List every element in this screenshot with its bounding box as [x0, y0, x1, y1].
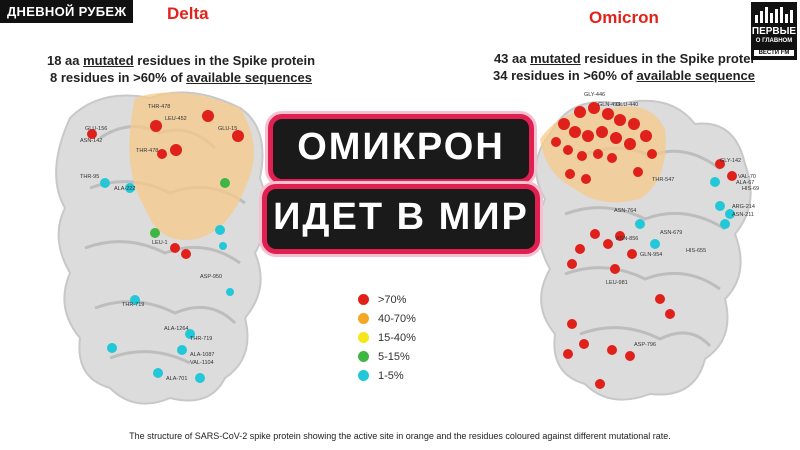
svg-text:THR-547: THR-547	[652, 177, 674, 183]
delta-stats-line1: 18 aa mutated residues in the Spike prot…	[46, 53, 316, 68]
svg-text:ALA-222: ALA-222	[114, 186, 135, 192]
delta-spike-protein-image: GLU-156 THR-478 LEU-452 GLU-15 ASN-142 T…	[55, 91, 268, 405]
svg-text:GLY-142: GLY-142	[720, 158, 741, 164]
svg-text:HIS-655: HIS-655	[686, 248, 706, 254]
legend-item: >70%	[358, 290, 416, 309]
headline-line-1: ОМИКРОН	[297, 126, 505, 168]
omicron-stats-line1: 43 aa mutated residues in the Spike prot…	[493, 51, 755, 66]
orange-dot-icon	[358, 313, 369, 324]
green-dot-icon	[358, 351, 369, 362]
red-dot-icon	[358, 294, 369, 305]
show-tag: ДНЕВНОЙ РУБЕЖ	[0, 0, 134, 23]
omicron-spike-protein-image: GLY-446 GLN-493 GLU-440 THR-547 GLY-142 …	[535, 92, 759, 401]
mutation-rate-legend: >70% 40-70% 15-40% 5-15% 1-5%	[358, 290, 416, 385]
omicron-mutation-markers	[551, 102, 737, 389]
channel-logo: ПЕРВЫЕ О ГЛАВНОМ ВЕСТИ FM	[751, 2, 797, 60]
yellow-dot-icon	[358, 332, 369, 343]
svg-text:VAL-70: VAL-70	[738, 174, 756, 180]
svg-text:THR-719: THR-719	[190, 336, 212, 342]
svg-text:ASP-950: ASP-950	[200, 274, 222, 280]
svg-text:LEU-452: LEU-452	[165, 116, 187, 122]
svg-text:THR-478: THR-478	[136, 148, 158, 154]
logo-text-3: ВЕСТИ FM	[754, 50, 794, 56]
delta-stats-line2: 8 residues in >60% of available sequence…	[50, 70, 312, 85]
svg-text:GLU-440: GLU-440	[616, 102, 638, 108]
headline-line-2: ИДЕТ В МИР	[273, 196, 529, 238]
variant-title-omicron: Omicron	[589, 8, 659, 27]
logo-text-1: ПЕРВЫЕ	[751, 26, 797, 37]
figure-caption: The structure of SARS-CoV-2 spike protei…	[129, 431, 671, 441]
svg-text:THR-478: THR-478	[148, 104, 170, 110]
svg-text:ASN-679: ASN-679	[660, 230, 682, 236]
svg-text:HIS-69: HIS-69	[742, 186, 759, 192]
svg-text:ASN-211: ASN-211	[732, 212, 754, 218]
svg-text:THR-95: THR-95	[80, 174, 99, 180]
svg-text:GLU-156: GLU-156	[85, 126, 107, 132]
svg-text:GLY-446: GLY-446	[584, 92, 605, 98]
omicron-residue-labels: GLY-446 GLN-493 GLU-440 THR-547 GLY-142 …	[584, 92, 759, 348]
svg-text:ARG-214: ARG-214	[732, 204, 755, 210]
logo-text-2: О ГЛАВНОМ	[755, 38, 793, 44]
svg-text:ASN-764: ASN-764	[614, 208, 636, 214]
svg-text:THR-719: THR-719	[122, 302, 144, 308]
legend-item: 5-15%	[358, 347, 416, 366]
delta-mutation-markers	[87, 110, 244, 383]
svg-text:ALA-701: ALA-701	[166, 376, 187, 382]
logo-bars-icon	[755, 7, 793, 23]
legend-item: 40-70%	[358, 309, 416, 328]
svg-text:GLU-15: GLU-15	[218, 126, 237, 132]
svg-text:ASN-142: ASN-142	[80, 138, 102, 144]
headline-banner: ОМИКРОН ИДЕТ В МИР	[262, 110, 540, 270]
svg-text:ALA-1264: ALA-1264	[164, 326, 188, 332]
svg-text:GLN-493: GLN-493	[598, 102, 620, 108]
svg-text:LEU-1: LEU-1	[152, 240, 168, 246]
headline-box-1	[268, 114, 534, 184]
svg-text:ASP-796: ASP-796	[634, 342, 656, 348]
svg-text:VAL-1104: VAL-1104	[190, 360, 214, 366]
omicron-stats: 43 aa mutated residues in the Spike prot…	[474, 50, 774, 84]
headline-box-2	[262, 184, 540, 254]
cyan-dot-icon	[358, 370, 369, 381]
legend-item: 1-5%	[358, 366, 416, 385]
svg-text:GLN-954: GLN-954	[640, 252, 662, 258]
svg-text:ALA-67: ALA-67	[736, 180, 754, 186]
svg-text:LEU-981: LEU-981	[606, 280, 628, 286]
svg-text:ALA-1087: ALA-1087	[190, 352, 214, 358]
omicron-stats-line2: 34 residues in >60% of available sequenc…	[493, 68, 755, 83]
svg-text:ASN-856: ASN-856	[616, 236, 638, 242]
variant-title-delta: Delta	[167, 4, 209, 23]
legend-item: 15-40%	[358, 328, 416, 347]
delta-stats: 18 aa mutated residues in the Spike prot…	[36, 52, 326, 86]
delta-residue-labels: GLU-156 THR-478 LEU-452 GLU-15 ASN-142 T…	[80, 104, 237, 382]
